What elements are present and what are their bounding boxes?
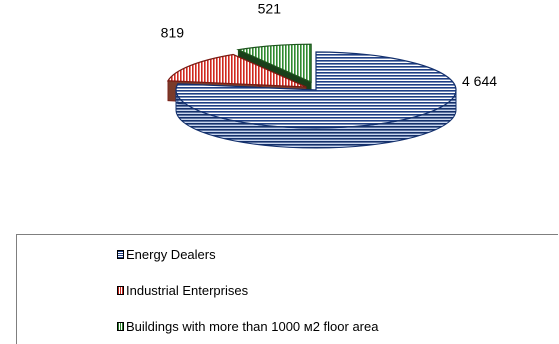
legend-item-buildings: Buildings with more than 1000 м2 floor a… [117,319,378,334]
legend-label-energy-dealers: Energy Dealers [126,247,216,262]
chart-legend: Energy Dealers Industrial Enterprises Bu… [16,234,558,344]
data-label-energy-dealers: 4 644 [462,73,497,89]
legend-swatch-industrial-enterprises [117,286,124,295]
legend-item-industrial-enterprises: Industrial Enterprises [117,283,248,298]
pie-chart: 4 644 819 521 [161,1,498,149]
data-label-industrial-enterprises: 819 [161,25,185,41]
data-label-buildings: 521 [258,1,282,17]
legend-label-industrial-enterprises: Industrial Enterprises [126,283,249,298]
legend-label-buildings: Buildings with more than 1000 м2 floor a… [126,319,379,334]
pie-slices [166,43,457,149]
legend-swatch-buildings [117,322,124,331]
legend-swatch-energy-dealers [117,250,124,259]
legend-item-energy-dealers: Energy Dealers [117,247,216,262]
pie-slice-energy-dealers [175,51,457,149]
pie-data-labels: 4 644 819 521 [161,1,498,89]
